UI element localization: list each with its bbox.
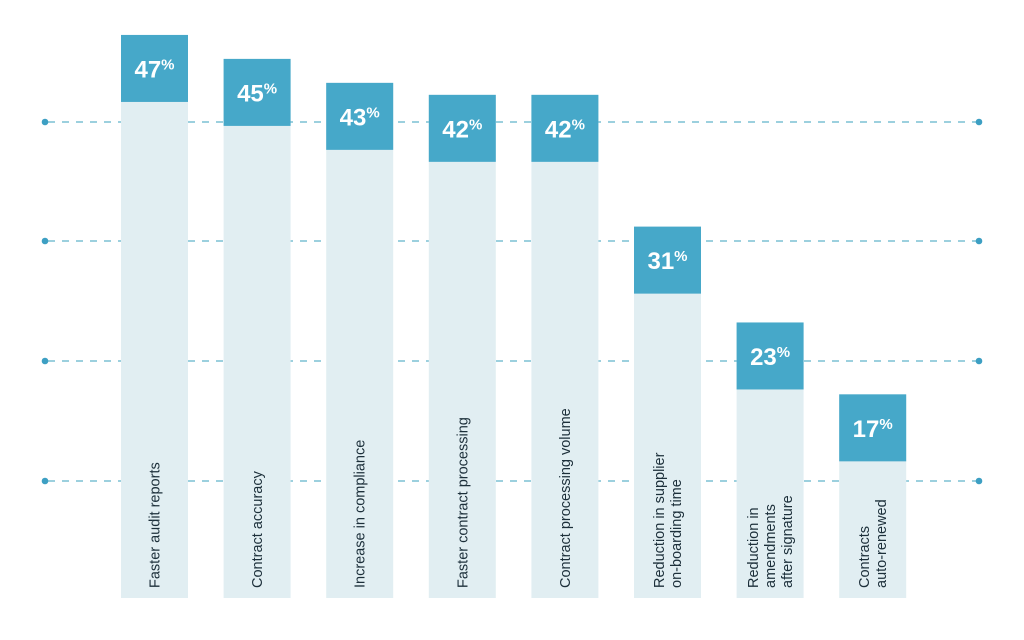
- bar-value-label-5: 31%: [647, 248, 687, 275]
- category-label-3: Faster contract processing: [455, 417, 471, 588]
- bar-value-box-0: [121, 34, 188, 102]
- gridline-dot-right-3: [975, 477, 983, 485]
- category-label-2: Increase in compliance: [353, 440, 369, 588]
- category-label-line: Reduction in: [746, 507, 762, 588]
- bar-value-box-2: [326, 82, 394, 150]
- category-label-4: Contract processing volume: [558, 408, 574, 588]
- gridline-dot-left-3: [41, 477, 49, 485]
- bar-value-label-1: 45%: [237, 80, 277, 107]
- bar-value-label-0: 47%: [134, 56, 174, 83]
- category-label-line: auto-renewed: [874, 499, 890, 588]
- category-label-line: Contract processing volume: [558, 408, 574, 588]
- bar-value-label-3: 42%: [442, 116, 482, 143]
- bar-value-percent: %: [264, 80, 277, 97]
- category-label-6: Reduction inamendmentsafter signature: [746, 495, 796, 588]
- gridline-dot-right-1: [975, 237, 983, 245]
- bar-value-number: 42: [545, 116, 572, 143]
- bar-value-number: 17: [853, 416, 880, 443]
- gridline-dot-right-0: [975, 118, 983, 126]
- category-label-line: Reduction in supplier: [652, 452, 668, 588]
- bar-value-percent: %: [777, 344, 790, 361]
- category-label-0: Faster audit reports: [148, 462, 164, 588]
- bar-value-label-4: 42%: [545, 116, 585, 143]
- bar-value-label-7: 17%: [853, 416, 893, 443]
- bar-value-percent: %: [366, 104, 379, 121]
- bar-value-number: 45: [237, 80, 264, 107]
- bar-value-box-3: [428, 94, 496, 162]
- bar-value-box-6: [736, 322, 804, 390]
- bar-value-number: 31: [647, 248, 674, 275]
- bar-value-percent: %: [572, 116, 585, 133]
- category-label-line: Contracts: [857, 526, 873, 588]
- bar-0: [121, 34, 188, 598]
- category-label-line: Increase in compliance: [353, 440, 369, 588]
- bar-value-percent: %: [161, 56, 174, 73]
- bar-value-box-1: [223, 58, 291, 126]
- bar-value-percent: %: [674, 248, 687, 265]
- category-label-line: on-boarding time: [669, 479, 685, 588]
- category-label-line: Faster contract processing: [455, 417, 471, 588]
- category-label-5: Reduction in supplieron-boarding time: [652, 452, 685, 588]
- category-label-line: after signature: [780, 495, 796, 588]
- category-label-line: amendments: [763, 504, 779, 588]
- category-label-line: Contract accuracy: [250, 470, 266, 588]
- bar-value-label-6: 23%: [750, 344, 790, 371]
- bar-value-box-5: [634, 226, 701, 294]
- bar-value-box-4: [531, 94, 599, 162]
- bar-value-number: 23: [750, 344, 777, 371]
- bar-value-label-2: 43%: [340, 104, 380, 131]
- bar-1: [223, 58, 291, 598]
- gridline-dot-right-2: [975, 357, 983, 365]
- bar-2: [326, 82, 394, 599]
- bar-value-number: 42: [442, 116, 469, 143]
- bar-value-percent: %: [469, 116, 482, 133]
- category-label-1: Contract accuracy: [250, 470, 266, 588]
- bar-4: [531, 94, 599, 598]
- category-label-line: Faster audit reports: [148, 462, 164, 588]
- bar-value-box-7: [839, 394, 907, 462]
- category-label-7: Contractsauto-renewed: [857, 499, 890, 588]
- gridline-dot-left-0: [41, 118, 49, 126]
- bar-3: [428, 94, 496, 598]
- gridline-dot-left-2: [41, 357, 49, 365]
- gridline-dot-left-1: [41, 237, 49, 245]
- bar-value-number: 47: [134, 56, 161, 83]
- bar-value-percent: %: [879, 416, 892, 433]
- bar-value-number: 43: [340, 104, 367, 131]
